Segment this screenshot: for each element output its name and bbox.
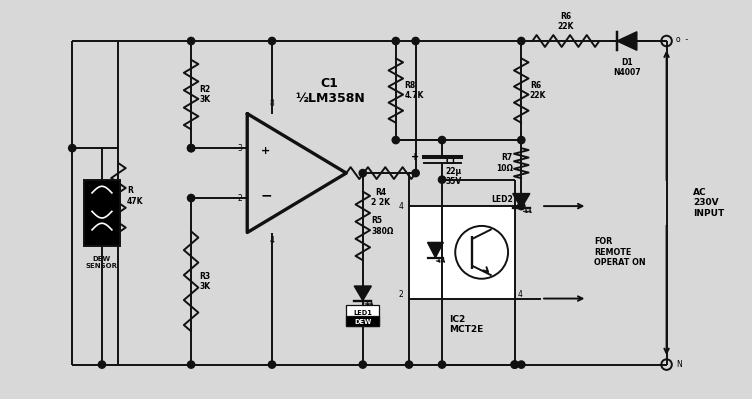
Circle shape: [187, 361, 195, 368]
Circle shape: [393, 38, 399, 45]
Text: R
47K: R 47K: [127, 186, 144, 206]
Circle shape: [438, 136, 446, 144]
Text: LED1: LED1: [353, 310, 372, 316]
Text: +: +: [411, 152, 419, 162]
Circle shape: [268, 38, 276, 45]
Polygon shape: [427, 243, 444, 258]
Text: LED2: LED2: [492, 195, 514, 204]
Circle shape: [187, 194, 195, 201]
Text: DEW
SENSOR: DEW SENSOR: [86, 256, 118, 269]
Text: FOR
REMOTE
OPERAT ON: FOR REMOTE OPERAT ON: [594, 237, 645, 267]
Text: 8: 8: [270, 99, 274, 109]
Circle shape: [412, 170, 420, 177]
Text: R6
22K: R6 22K: [530, 81, 546, 100]
Text: D1
N4007: D1 N4007: [613, 57, 641, 77]
Text: AC
230V
INPUT: AC 230V INPUT: [693, 188, 724, 218]
Circle shape: [517, 38, 525, 45]
Circle shape: [438, 361, 446, 368]
Polygon shape: [617, 32, 637, 50]
Circle shape: [187, 144, 195, 152]
Text: C1
½LM358N: C1 ½LM358N: [295, 77, 365, 105]
Text: R8
4.7K: R8 4.7K: [405, 81, 424, 100]
Text: R6
22K: R6 22K: [558, 12, 574, 31]
Circle shape: [393, 136, 399, 144]
Text: 2: 2: [237, 194, 242, 203]
Text: o  -: o -: [677, 35, 689, 44]
Text: C1
22µ
35V: C1 22µ 35V: [445, 156, 462, 186]
Circle shape: [517, 202, 525, 210]
FancyBboxPatch shape: [346, 305, 379, 326]
Polygon shape: [354, 286, 371, 300]
Circle shape: [359, 361, 366, 368]
Circle shape: [405, 361, 413, 368]
Text: R2
3K: R2 3K: [200, 85, 211, 104]
Text: 3: 3: [237, 144, 242, 153]
Circle shape: [187, 144, 195, 152]
Circle shape: [517, 136, 525, 144]
Text: 5: 5: [518, 201, 523, 211]
Text: R7
10Ω: R7 10Ω: [496, 154, 513, 173]
Text: 4: 4: [269, 236, 274, 245]
Text: R5
380Ω: R5 380Ω: [371, 216, 394, 236]
Text: 4: 4: [518, 290, 523, 298]
Text: R3
3K: R3 3K: [200, 272, 211, 291]
Circle shape: [68, 144, 76, 152]
Polygon shape: [513, 194, 530, 208]
Text: +: +: [260, 146, 270, 156]
Text: DEW: DEW: [354, 319, 371, 325]
Circle shape: [187, 38, 195, 45]
Circle shape: [412, 38, 420, 45]
Text: 2: 2: [399, 290, 404, 298]
Text: −: −: [260, 189, 272, 203]
Circle shape: [511, 361, 518, 368]
Circle shape: [359, 170, 366, 177]
Text: N: N: [677, 360, 682, 369]
Circle shape: [517, 361, 525, 368]
Circle shape: [438, 176, 446, 183]
FancyBboxPatch shape: [346, 316, 379, 326]
Circle shape: [99, 361, 105, 368]
Circle shape: [268, 361, 276, 368]
Text: IC2
MCT2E: IC2 MCT2E: [449, 315, 483, 334]
FancyBboxPatch shape: [83, 180, 120, 246]
Text: 4: 4: [399, 201, 404, 211]
Circle shape: [511, 361, 518, 368]
FancyBboxPatch shape: [409, 206, 514, 298]
Text: R4
2 2K: R4 2 2K: [371, 188, 390, 207]
